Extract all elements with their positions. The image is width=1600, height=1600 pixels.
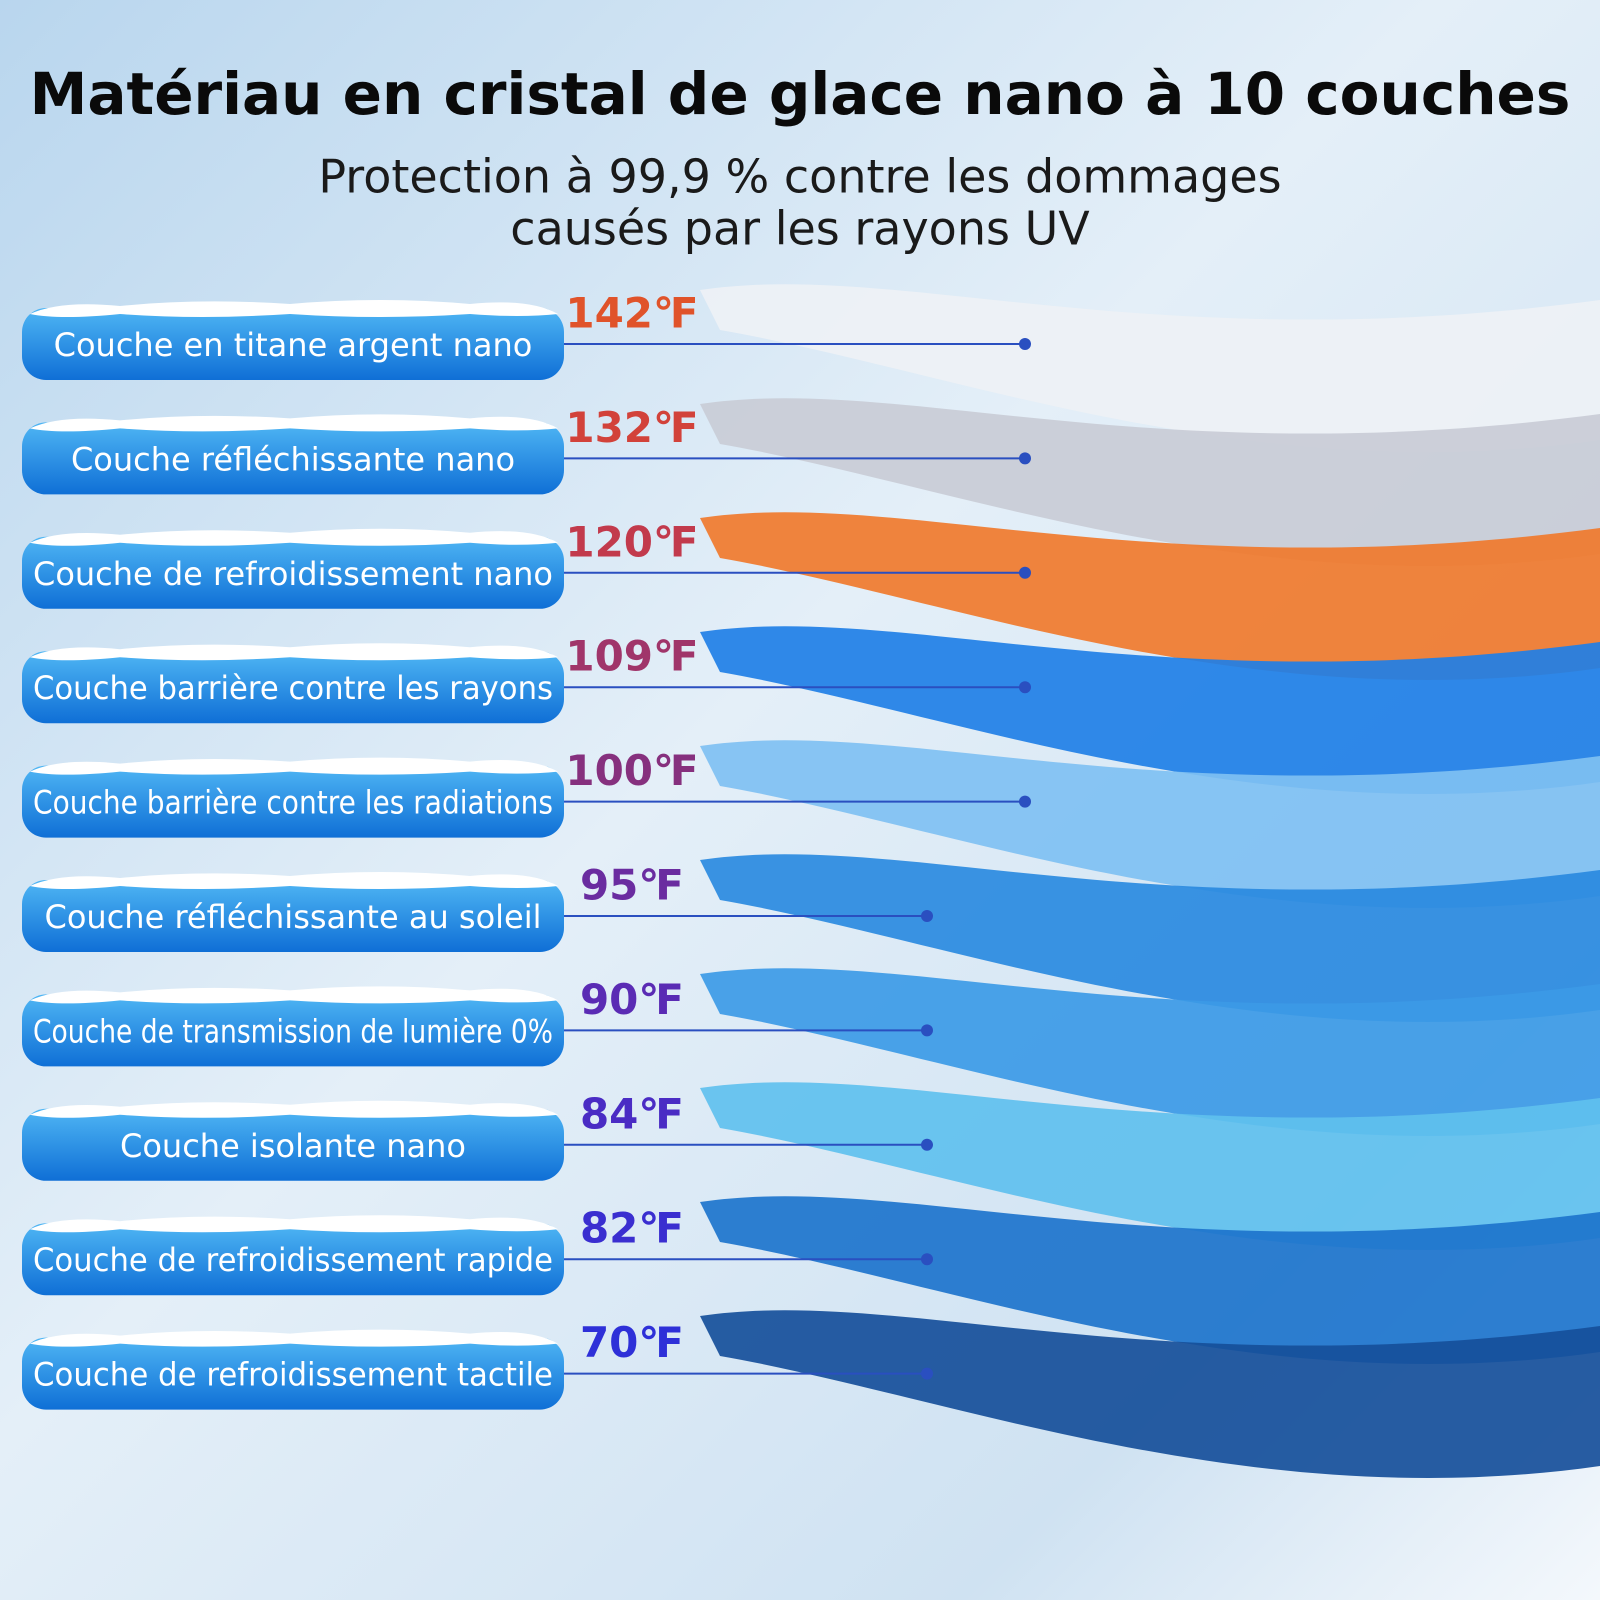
layer-label: Couche barrière contre les radiations	[33, 784, 553, 822]
subtitle: Protection à 99,9 % contre les dommages	[318, 150, 1281, 204]
fabric-layer	[700, 512, 1600, 680]
label-pill	[22, 422, 564, 495]
layer-label: Couche en titane argent nano	[54, 326, 533, 364]
fabric-layers	[700, 284, 1600, 1478]
temperature: 90℉	[580, 975, 684, 1024]
fabric-layer	[700, 1196, 1600, 1364]
label-pill	[22, 1108, 564, 1181]
subtitle: causés par les rayons UV	[510, 202, 1090, 256]
fabric-layer	[700, 284, 1600, 452]
fabric-layer	[700, 740, 1600, 908]
label-pill	[22, 765, 564, 838]
layer-label: Couche de transmission de lumière 0%	[33, 1012, 553, 1050]
layer-label: Couche de refroidissement rapide	[33, 1241, 553, 1279]
label-pill	[22, 651, 564, 724]
connector-dot	[921, 1138, 933, 1151]
temperature: 100℉	[565, 746, 698, 795]
temperature: 95℉	[580, 861, 684, 910]
fabric-layer	[700, 968, 1600, 1136]
connector-dot	[1019, 566, 1031, 579]
connector-dot	[921, 1024, 933, 1037]
connector-dot	[1019, 338, 1031, 350]
temperature: 132℉	[565, 403, 698, 452]
temperature: 109℉	[565, 632, 698, 681]
snow-cap	[30, 1215, 558, 1233]
label-pill	[22, 994, 564, 1067]
layer-label: Couche de refroidissement nano	[33, 555, 553, 593]
snow-cap	[30, 528, 558, 546]
layer-label: Couche de refroidissement tactile	[33, 1356, 553, 1394]
snow-cap	[30, 643, 558, 661]
layer-label: Couche barrière contre les rayons	[33, 669, 553, 707]
label-pill	[22, 536, 564, 609]
fabric-layer	[700, 626, 1600, 794]
fabric-layer	[700, 854, 1600, 1022]
snow-cap	[30, 414, 558, 432]
connector-dot	[921, 1253, 933, 1266]
temperature: 120℉	[565, 517, 698, 566]
fabric-layer	[700, 1082, 1600, 1250]
temperature: 142℉	[565, 289, 698, 338]
layer-label: Couche isolante nano	[120, 1127, 466, 1165]
temperature: 84℉	[580, 1089, 684, 1138]
fabric-layer	[700, 1310, 1600, 1478]
title: Matériau en cristal de glace nano à 10 c…	[30, 60, 1571, 128]
label-pill	[22, 880, 564, 952]
snow-cap	[30, 300, 558, 317]
connector-dot	[1019, 681, 1031, 694]
label-pill	[22, 308, 564, 380]
connector-dot	[921, 1367, 933, 1380]
connector-dot	[921, 910, 933, 922]
snow-cap	[30, 757, 558, 775]
temperature: 82℉	[580, 1204, 684, 1253]
label-pill	[22, 1223, 564, 1296]
snow-cap	[30, 986, 558, 1004]
temperature: 70℉	[580, 1318, 684, 1367]
snow-cap	[30, 1329, 558, 1347]
connector-dot	[1019, 452, 1031, 465]
snow-cap	[30, 872, 558, 889]
layer-label: Couche réfléchissante nano	[71, 440, 515, 478]
fabric-layer	[700, 398, 1600, 566]
label-pill	[22, 1337, 564, 1410]
connector-dot	[1019, 795, 1031, 808]
layer-list: Couche en titane argent nano 142℉ Couche r…	[22, 289, 1031, 1410]
snow-cap	[30, 1100, 558, 1118]
layer-label: Couche réfléchissante au soleil	[45, 898, 542, 936]
